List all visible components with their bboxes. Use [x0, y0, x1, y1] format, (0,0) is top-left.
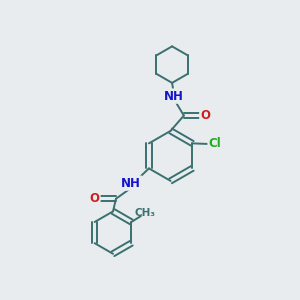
Text: NH: NH — [121, 177, 141, 190]
Text: O: O — [200, 109, 210, 122]
Text: Cl: Cl — [208, 137, 221, 151]
Text: O: O — [89, 192, 100, 205]
Text: CH₃: CH₃ — [135, 208, 156, 218]
Text: NH: NH — [164, 90, 184, 103]
